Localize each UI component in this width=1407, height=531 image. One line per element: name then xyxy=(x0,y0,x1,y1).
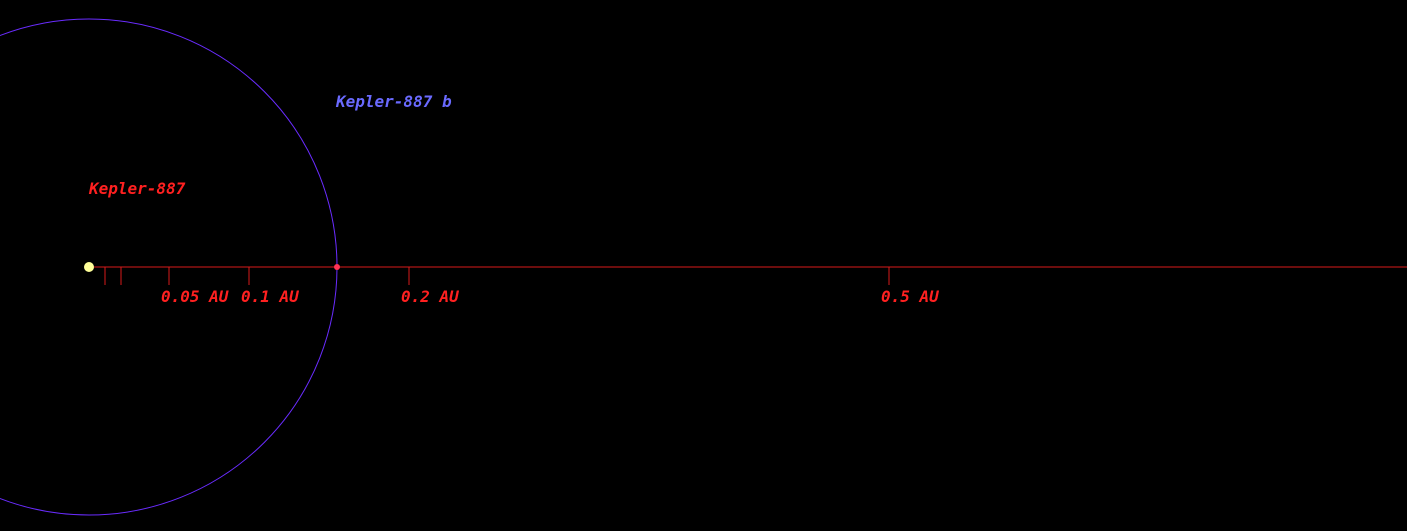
star-label: Kepler-887 xyxy=(88,179,186,198)
scale-tick-label: 0.2 AU xyxy=(401,287,459,306)
scale-ticks: 0.05 AU 0.1 AU 0.2 AU 0.5 AU xyxy=(104,267,939,306)
planet-marker xyxy=(334,264,340,270)
scale-tick-label: 0.5 AU xyxy=(881,287,939,306)
scale-tick-label: 0.1 AU xyxy=(241,287,299,306)
planet-label: Kepler-887 b xyxy=(335,92,452,111)
scale-tick-label: 0.05 AU xyxy=(161,287,229,306)
star-marker xyxy=(84,262,94,272)
